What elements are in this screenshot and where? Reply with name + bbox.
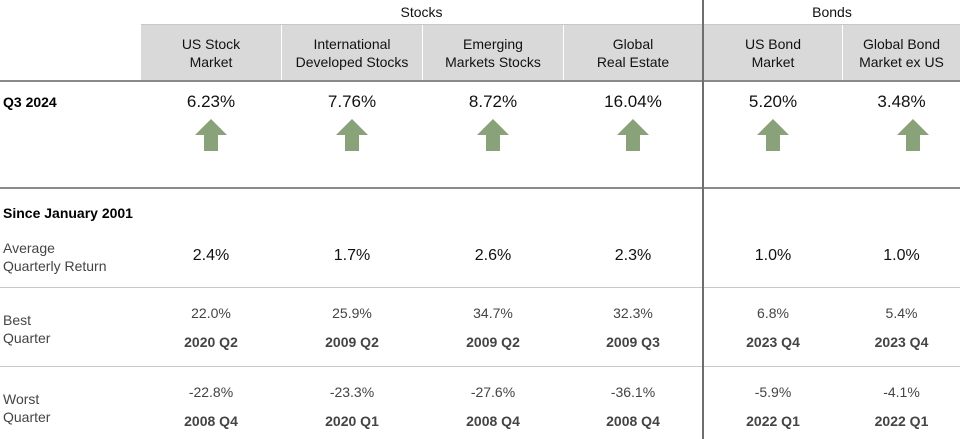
up-arrow-icon <box>195 119 227 151</box>
row-label-since-january-2001: Since January 2001 <box>3 205 133 221</box>
up-arrow-icon <box>617 119 649 151</box>
best-qtr-international-developed: 2009 Q2 <box>325 334 379 350</box>
best-pct-us-stock-market: 22.0% <box>191 305 231 321</box>
avg-return-us-bond-market: 1.0% <box>754 247 792 264</box>
worst-pct-global-bond-ex-us: -4.1% <box>883 384 920 400</box>
up-arrow-icon <box>336 119 368 151</box>
best-qtr-us-stock-market: 2020 Q2 <box>184 334 238 350</box>
best-pct-emerging-markets: 34.7% <box>473 305 513 321</box>
best-pct-us-bond-market: 6.8% <box>757 305 789 321</box>
bonds-group-label: Bonds <box>812 4 852 20</box>
q3-return-emerging-markets: 8.72% <box>468 92 518 111</box>
q3-return-us-stock-market: 6.23% <box>186 92 236 111</box>
q3-return-international-developed: 7.76% <box>327 92 377 111</box>
worst-pct-global-real-estate: -36.1% <box>610 384 656 400</box>
worst-pct-us-bond-market: -5.9% <box>754 384 792 400</box>
up-arrow-icon <box>897 119 929 151</box>
row-divider-worst <box>0 366 960 367</box>
best-pct-global-real-estate: 32.3% <box>613 305 653 321</box>
header-top-rule <box>141 24 960 25</box>
avg-return-global-real-estate: 2.3% <box>614 247 652 264</box>
worst-qtr-us-bond-market: 2022 Q1 <box>746 413 800 429</box>
col-header-emerging-markets-stocks: Emerging Markets Stocks <box>423 25 563 80</box>
q3-return-global-real-estate: 16.04% <box>604 92 662 111</box>
col-header-us-stock-market: US Stock Market <box>141 25 281 80</box>
col-header-global-bond-market-ex-us: Global Bond Market ex US <box>843 25 960 80</box>
worst-qtr-emerging-markets: 2008 Q4 <box>466 413 520 429</box>
avg-return-international-developed: 1.7% <box>333 247 371 264</box>
col-header-us-bond-market: US Bond Market <box>704 25 842 80</box>
worst-qtr-global-real-estate: 2008 Q4 <box>606 413 660 429</box>
worst-qtr-global-bond-ex-us: 2022 Q1 <box>874 413 929 429</box>
worst-pct-emerging-markets: -27.6% <box>470 384 516 400</box>
avg-return-emerging-markets: 2.6% <box>474 247 512 264</box>
avg-return-us-stock-market: 2.4% <box>192 247 230 264</box>
up-arrow-icon <box>477 119 509 151</box>
best-pct-global-bond-ex-us: 5.4% <box>885 305 918 321</box>
best-qtr-global-bond-ex-us: 2023 Q4 <box>874 334 929 350</box>
row-label-q3-2024: Q3 2024 <box>3 94 57 110</box>
avg-return-global-bond-ex-us: 1.0% <box>883 247 920 264</box>
row-divider-best <box>0 287 960 288</box>
section-divider-rule <box>0 187 960 189</box>
stocks-bonds-separator <box>702 0 704 439</box>
best-pct-international-developed: 25.9% <box>332 305 372 321</box>
q3-return-us-bond-market: 5.20% <box>748 92 798 111</box>
worst-qtr-us-stock-market: 2008 Q4 <box>184 413 238 429</box>
worst-pct-us-stock-market: -22.8% <box>188 384 234 400</box>
row-label-average-quarterly-return: Average Quarterly Return <box>3 240 107 274</box>
worst-qtr-international-developed: 2020 Q1 <box>325 413 379 429</box>
up-arrow-icon <box>757 119 789 151</box>
col-header-global-real-estate: Global Real Estate <box>564 25 702 80</box>
q3-return-global-bond-ex-us: 3.48% <box>877 92 926 111</box>
best-qtr-us-bond-market: 2023 Q4 <box>746 334 800 350</box>
col-header-international-developed-stocks: International Developed Stocks <box>282 25 422 80</box>
best-qtr-global-real-estate: 2009 Q3 <box>606 334 660 350</box>
stocks-group-label: Stocks <box>400 4 443 20</box>
row-label-worst-quarter: Worst Quarter <box>3 391 51 425</box>
header-bottom-rule <box>0 80 960 82</box>
best-qtr-emerging-markets: 2009 Q2 <box>466 334 520 350</box>
worst-pct-international-developed: -23.3% <box>329 384 375 400</box>
row-label-best-quarter: Best Quarter <box>3 312 51 346</box>
